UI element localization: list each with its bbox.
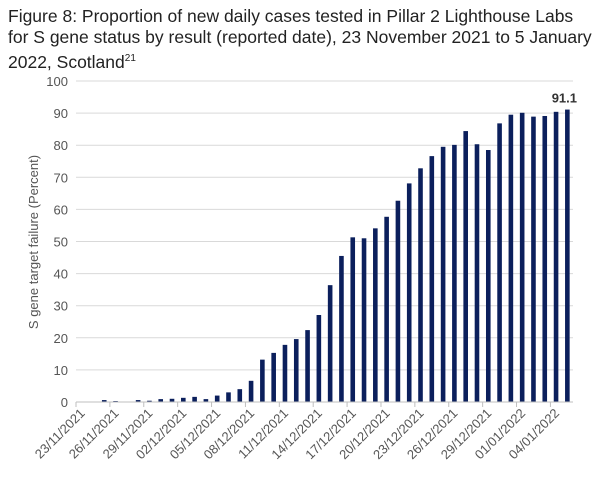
bar-02/01/2022 bbox=[531, 116, 536, 403]
bar-25/12/2021 bbox=[440, 146, 446, 402]
y-tick-label: 20 bbox=[54, 331, 68, 346]
y-tick-label: 70 bbox=[54, 170, 68, 185]
bar-06/12/2021 bbox=[226, 392, 231, 402]
bar-12/12/2021 bbox=[293, 339, 299, 402]
bar-10/12/2021 bbox=[271, 352, 276, 402]
bar-08/12/2021 bbox=[248, 380, 254, 402]
bar-04/01/2022 bbox=[553, 111, 559, 402]
bar-03/12/2021 bbox=[192, 396, 197, 402]
bar-29/12/2021 bbox=[485, 150, 491, 402]
bar-11/12/2021 bbox=[282, 344, 288, 402]
bar-05/12/2021 bbox=[214, 395, 220, 402]
y-tick-label: 0 bbox=[61, 395, 68, 410]
bar-29/11/2021 bbox=[147, 400, 152, 402]
bar-02/12/2021 bbox=[181, 397, 186, 402]
bar-30/12/2021 bbox=[497, 123, 502, 402]
y-tick-label: 40 bbox=[54, 267, 68, 282]
bar-28/11/2021 bbox=[135, 400, 141, 402]
bar-13/12/2021 bbox=[305, 330, 310, 402]
bar-22/12/2021 bbox=[406, 183, 412, 402]
y-tick-label: 100 bbox=[46, 74, 68, 89]
y-tick-label: 90 bbox=[54, 106, 68, 121]
title-footnote: 21 bbox=[124, 53, 136, 64]
bar-04/12/2021 bbox=[203, 399, 209, 402]
bar-20/12/2021 bbox=[384, 216, 389, 402]
bar-27/12/2021 bbox=[463, 131, 468, 403]
bar-14/12/2021 bbox=[316, 315, 322, 402]
bar-03/01/2022 bbox=[542, 115, 548, 402]
bar-28/12/2021 bbox=[474, 144, 480, 402]
bar-05/01/2022 bbox=[565, 109, 570, 402]
bar-16/12/2021 bbox=[339, 255, 344, 402]
y-axis-label: S gene target failure (Percent) bbox=[26, 155, 41, 329]
bar-30/11/2021 bbox=[158, 399, 164, 402]
data-label: 91.1 bbox=[552, 91, 577, 106]
bar-18/12/2021 bbox=[361, 238, 367, 402]
bar-15/12/2021 bbox=[327, 285, 333, 402]
bar-25/11/2021 bbox=[101, 400, 107, 402]
y-tick-label: 80 bbox=[54, 138, 68, 153]
bar-17/12/2021 bbox=[350, 237, 356, 402]
y-tick-label: 10 bbox=[54, 363, 68, 378]
bar-21/12/2021 bbox=[395, 200, 401, 402]
chart-title: Figure 8: Proportion of new daily cases … bbox=[8, 6, 593, 73]
chart-title-text: Figure 8: Proportion of new daily cases … bbox=[8, 6, 592, 72]
bar-24/12/2021 bbox=[429, 156, 435, 402]
bar-07/12/2021 bbox=[237, 389, 243, 402]
bar-31/12/2021 bbox=[508, 114, 514, 402]
bar-26/12/2021 bbox=[452, 144, 457, 402]
bar-23/12/2021 bbox=[418, 168, 423, 402]
y-tick-label: 50 bbox=[54, 235, 68, 250]
bar-09/12/2021 bbox=[260, 359, 265, 402]
bar-01/01/2022 bbox=[519, 112, 525, 403]
bar-01/12/2021 bbox=[169, 398, 175, 402]
y-tick-label: 60 bbox=[54, 202, 68, 217]
bar-19/12/2021 bbox=[373, 228, 378, 402]
y-tick-label: 30 bbox=[54, 299, 68, 314]
